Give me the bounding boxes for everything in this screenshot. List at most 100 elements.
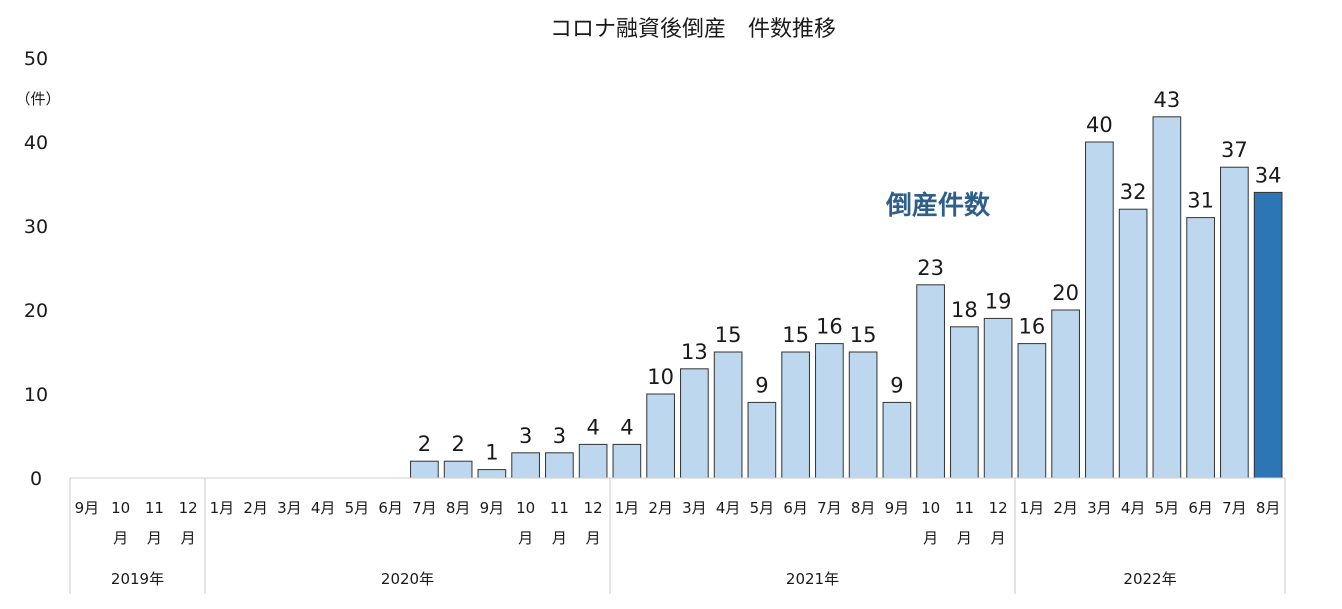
x-tick-label: 2月 [648, 499, 673, 517]
x-tick-label: 月 [586, 529, 601, 547]
data-label: 31 [1187, 189, 1214, 213]
x-axis: 9月 10 月 11 月 12 月 1月 2月 3月 4月 5月 6月 7月 8月 9月 10 月 11 月 12 月 1月… [69, 477, 1286, 594]
data-label: 16 [1019, 315, 1046, 339]
year-group-label: 2019年 [111, 570, 164, 588]
x-tick-label: 5月 [750, 499, 775, 517]
x-tick-label: 11 [955, 499, 974, 517]
year-group-label: 2020年 [381, 570, 434, 588]
x-tick-label: 4月 [311, 499, 336, 517]
x-tick-label: 月 [991, 529, 1006, 547]
x-tick-label: 11 [145, 499, 164, 517]
x-tick-label: 1月 [1020, 499, 1045, 517]
x-tick-label: 月 [113, 529, 128, 547]
x-tick-label: 8月 [851, 499, 876, 517]
data-label: 15 [715, 323, 742, 347]
series-label: 倒産件数 [885, 190, 991, 221]
y-tick-label: 30 [24, 216, 48, 238]
bar [1186, 217, 1215, 479]
x-tick-label: 5月 [345, 499, 370, 517]
bar [781, 351, 810, 479]
data-label: 23 [917, 256, 944, 280]
data-label: 37 [1221, 138, 1248, 162]
x-tick-label: 9月 [885, 499, 910, 517]
x-tick-label: 10 [516, 499, 535, 517]
bar [511, 452, 540, 479]
bar [477, 469, 507, 479]
x-tick-label: 月 [181, 529, 196, 547]
x-tick-label: 7月 [412, 499, 437, 517]
x-tick-label: 3月 [682, 499, 707, 517]
bar [983, 317, 1013, 479]
bar [680, 368, 709, 479]
chart-title: コロナ融資後倒産 件数推移 [550, 17, 836, 42]
bar [443, 460, 473, 479]
year-group-label: 2021年 [786, 570, 839, 588]
x-tick-label: 12 [584, 499, 603, 517]
bar [882, 401, 912, 479]
data-label: 9 [755, 373, 768, 397]
x-tick-label: 月 [518, 529, 533, 547]
y-tick-label: 40 [24, 132, 48, 154]
x-tick-label: 3月 [277, 499, 302, 517]
x-tick-label: 2月 [243, 499, 268, 517]
year-group-label: 2022年 [1123, 570, 1176, 588]
x-tick-label: 6月 [1188, 499, 1213, 517]
data-label: 34 [1255, 163, 1282, 187]
data-label: 20 [1052, 281, 1079, 305]
bar [713, 351, 743, 479]
bar [848, 351, 878, 479]
x-tick-label: 3月 [1087, 499, 1112, 517]
x-tick-label: 4月 [716, 499, 741, 517]
bar [612, 443, 642, 479]
data-label: 15 [782, 323, 809, 347]
bar [1118, 208, 1148, 479]
x-tick-label: 9月 [480, 499, 505, 517]
x-tick-label: 10 [921, 499, 940, 517]
bar [545, 452, 574, 479]
bar [1220, 166, 1249, 479]
y-axis-unit-label: （件） [15, 90, 60, 108]
data-label: 2 [451, 432, 464, 456]
x-tick-label: 2月 [1053, 499, 1078, 517]
x-tick-label: 月 [147, 529, 162, 547]
x-tick-label: 6月 [378, 499, 403, 517]
y-axis: 0 10 20 30 40 50 [24, 48, 48, 490]
data-label: 2 [418, 432, 431, 456]
bar [1085, 141, 1114, 479]
bar [578, 443, 608, 479]
x-tick-label: 5月 [1155, 499, 1180, 517]
x-tick-label: 12 [989, 499, 1008, 517]
bar [747, 401, 777, 479]
x-tick-label: 月 [957, 529, 972, 547]
x-tick-label: 8月 [1256, 499, 1281, 517]
data-label: 10 [647, 365, 674, 389]
data-label: 13 [681, 340, 708, 364]
x-tick-label: 月 [923, 529, 938, 547]
x-tick-label: 9月 [75, 499, 100, 517]
y-tick-label: 50 [24, 48, 48, 70]
x-tick-label: 7月 [1222, 499, 1247, 517]
bar [1017, 343, 1047, 479]
x-tick-label: 10 [111, 499, 130, 517]
data-label: 40 [1086, 113, 1113, 137]
data-label: 3 [553, 424, 566, 448]
x-tick-label: 6月 [783, 499, 808, 517]
x-tick-label: 1月 [615, 499, 640, 517]
data-label: 1 [485, 441, 498, 465]
data-label: 9 [890, 373, 903, 397]
data-label: 43 [1154, 88, 1181, 112]
bar [815, 343, 844, 479]
bar [950, 326, 979, 479]
bar [1253, 191, 1283, 479]
bar [916, 284, 945, 479]
x-tick-label: 月 [552, 529, 567, 547]
x-tick-label: 4月 [1121, 499, 1146, 517]
data-label: 32 [1120, 180, 1147, 204]
x-tick-label: 12 [179, 499, 198, 517]
y-tick-label: 0 [30, 468, 42, 490]
x-tick-label: 7月 [817, 499, 842, 517]
x-tick-label: 1月 [210, 499, 235, 517]
data-label: 19 [985, 289, 1012, 313]
